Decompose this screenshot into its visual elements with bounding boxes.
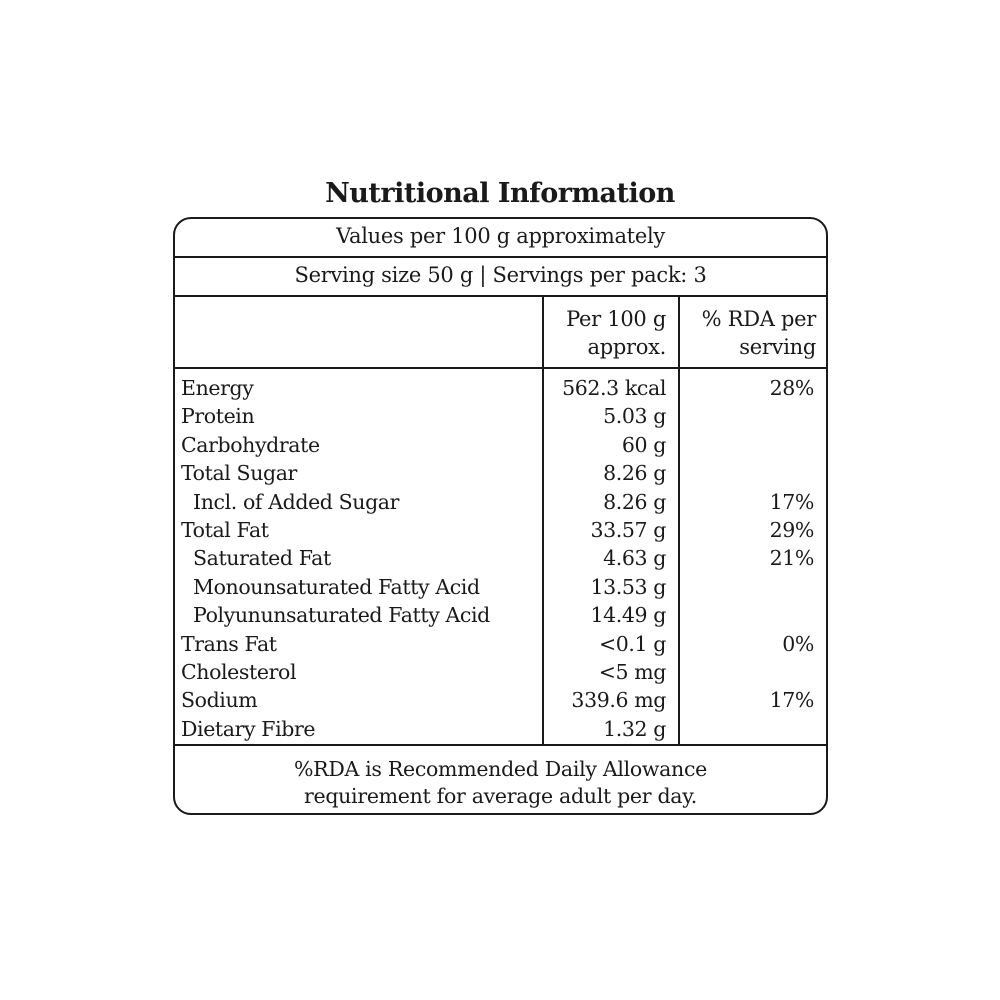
table-row: Carbohydrate 60 g [175, 431, 826, 459]
nutrient-name: Sodium [181, 688, 258, 713]
column-divider [542, 296, 544, 746]
page-title: Nutritional Information [325, 178, 675, 209]
nutrient-name: Incl. of Added Sugar [193, 489, 400, 514]
nutrient-name: Monounsaturated Fatty Acid [193, 574, 480, 599]
footer-line: %RDA is Recommended Daily Allowance [294, 757, 707, 781]
nutrient-value: 33.57 g [590, 517, 666, 542]
nutrient-value: 4.63 g [603, 546, 666, 571]
table-row: Trans Fat <0.1 g 0% [175, 630, 826, 658]
nutrient-name: Total Sugar [181, 461, 297, 486]
column-header-line: % RDA per [701, 307, 817, 331]
column-divider [678, 296, 680, 746]
nutrient-name: Saturated Fat [193, 546, 331, 571]
table-row: Protein 5.03 g [175, 402, 826, 430]
nutrient-value: <0.1 g [598, 631, 666, 656]
nutrient-rows: Energy 562.3 kcal 28% Protein 5.03 g Carbohyd… [175, 374, 826, 743]
nutrient-name: Polyununsaturated Fatty Acid [193, 603, 490, 628]
column-header-line: Per 100 g [566, 307, 666, 331]
nutrient-rda: 21% [769, 546, 815, 571]
nutrient-name: Total Fat [181, 517, 269, 542]
nutrient-value: 8.26 g [603, 461, 666, 486]
table-row: Energy 562.3 kcal 28% [175, 374, 826, 402]
nutrient-name: Protein [181, 404, 255, 429]
divider [175, 256, 826, 258]
table-row: Dietary Fibre 1.32 g [175, 715, 826, 743]
table-row: Sodium 339.6 mg 17% [175, 686, 826, 714]
nutrient-rda: 0% [782, 631, 814, 656]
table-row: Total Sugar 8.26 g [175, 459, 826, 487]
nutrient-name: Trans Fat [181, 631, 277, 656]
column-header-per-100g: Per 100 g approx. [566, 305, 666, 361]
footer-note: %RDA is Recommended Daily Allowance requ… [175, 756, 826, 810]
nutrient-rda: 28% [769, 376, 815, 400]
column-header-line: serving [739, 335, 816, 359]
nutrient-rda: 29% [769, 517, 815, 542]
serving-note: Serving size 50 g | Servings per pack: 3 [294, 263, 707, 287]
nutrition-table: Values per 100 g approximately Serving s… [173, 217, 828, 815]
divider [175, 295, 826, 297]
divider [175, 367, 826, 369]
divider [175, 744, 826, 746]
nutrient-name: Energy [181, 376, 254, 400]
nutrient-value: 13.53 g [590, 574, 666, 599]
nutrient-value: 1.32 g [603, 716, 666, 741]
nutrient-name: Carbohydrate [181, 432, 320, 457]
footer-line: requirement for average adult per day. [304, 784, 697, 808]
column-header-rda: % RDA per serving [701, 305, 817, 361]
nutrient-value: 60 g [621, 432, 667, 457]
table-row: Incl. of Added Sugar 8.26 g 17% [175, 488, 826, 516]
table-row: Saturated Fat 4.63 g 21% [175, 544, 826, 572]
nutrient-name: Dietary Fibre [181, 716, 316, 741]
nutrient-value: 5.03 g [603, 404, 666, 429]
table-row: Monounsaturated Fatty Acid 13.53 g [175, 573, 826, 601]
nutrient-value: 562.3 kcal [562, 376, 666, 400]
nutrient-value: 8.26 g [603, 489, 666, 514]
nutrient-value: <5 mg [598, 659, 667, 684]
nutrient-name: Cholesterol [181, 659, 297, 684]
column-header-line: approx. [587, 335, 666, 359]
nutrient-rda: 17% [769, 688, 815, 713]
table-row: Total Fat 33.57 g 29% [175, 516, 826, 544]
table-row: Polyununsaturated Fatty Acid 14.49 g [175, 601, 826, 629]
nutrient-value: 14.49 g [590, 603, 666, 628]
table-row: Cholesterol <5 mg [175, 658, 826, 686]
nutrient-rda: 17% [769, 489, 815, 514]
values-note: Values per 100 g approximately [336, 224, 665, 248]
nutrient-value: 339.6 mg [571, 688, 666, 713]
